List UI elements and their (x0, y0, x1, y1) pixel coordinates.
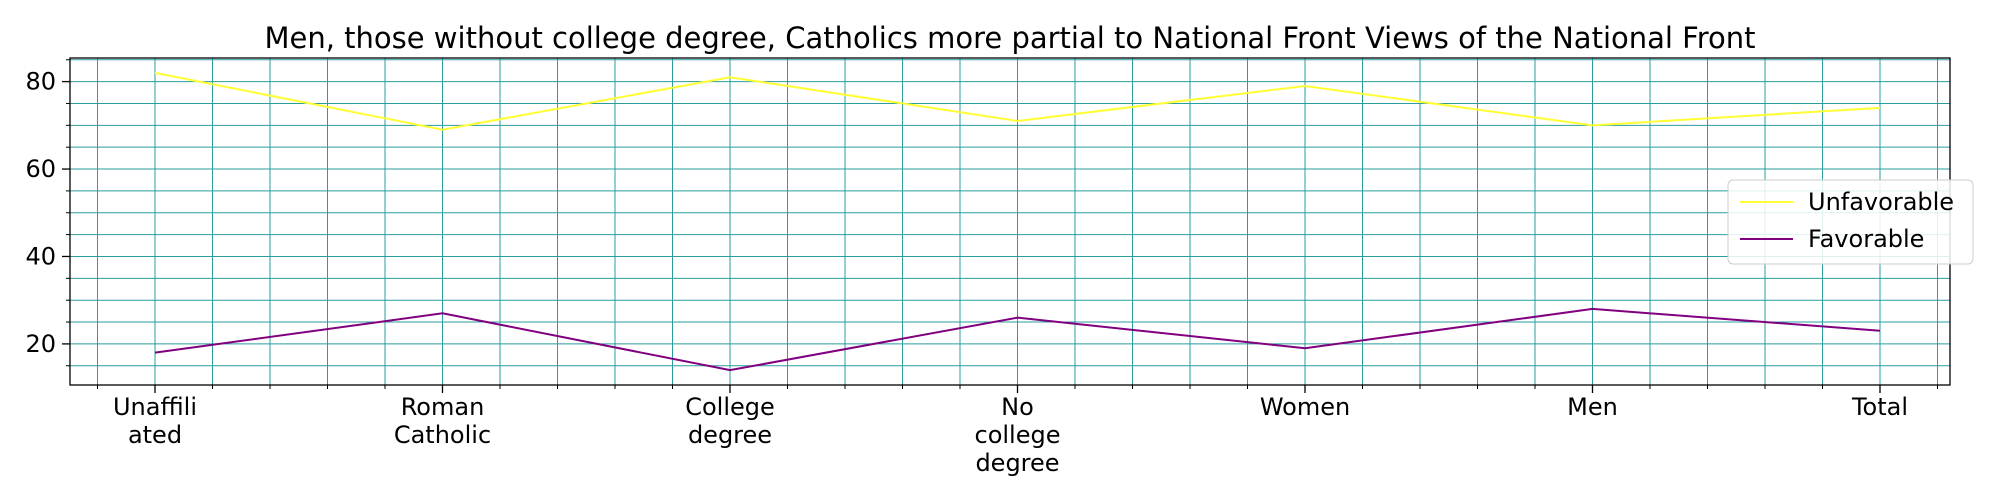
series-line-unfavorable (154, 71, 1881, 131)
y-tick-label: 20 (25, 330, 56, 358)
x-tick-label: Women (1260, 393, 1350, 421)
x-tick-label: Roman Catholic (394, 393, 491, 449)
x-tick-label: College degree (685, 393, 775, 449)
y-tick-label: 80 (25, 68, 56, 96)
chart-title: Men, those without college degree, Catho… (264, 21, 1755, 55)
x-tick-label: No college degree (975, 393, 1061, 477)
axes: 20 40 60 80 Unaffili ated Roman Catholic College… (25, 59, 1938, 477)
series-layer (154, 71, 1881, 372)
x-tick-label: Unaffili ated (113, 393, 197, 449)
y-tick-label: 60 (25, 155, 56, 183)
grid (70, 58, 1950, 385)
legend: Unfavorable Favorable (1727, 179, 1974, 265)
x-tick-label: Men (1567, 393, 1618, 421)
series-line-favorable (154, 307, 1881, 372)
y-tick-label: 40 (25, 242, 56, 270)
legend-label: Unfavorable (1808, 188, 1954, 216)
plot-frame (69, 57, 1951, 386)
legend-label: Favorable (1808, 225, 1924, 253)
x-tick-label: Total (1851, 393, 1908, 421)
